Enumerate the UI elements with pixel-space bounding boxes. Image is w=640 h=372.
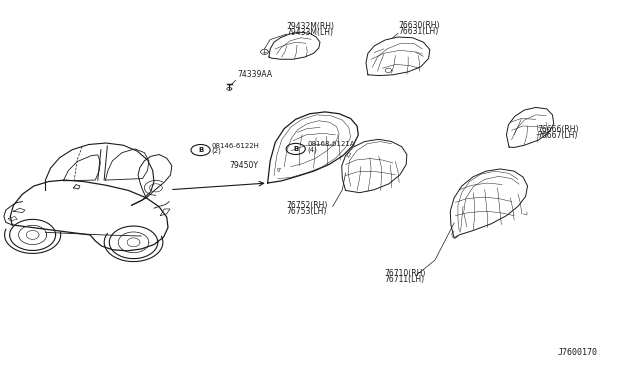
Text: 76753(LH): 76753(LH) <box>287 208 327 217</box>
Text: 76710(RH): 76710(RH) <box>384 269 425 278</box>
Text: 08146-6122H: 08146-6122H <box>211 142 259 148</box>
Text: J7600170: J7600170 <box>557 348 598 357</box>
Text: (4): (4) <box>307 147 317 153</box>
Text: B: B <box>293 146 298 152</box>
Text: 76630(RH): 76630(RH) <box>398 21 440 31</box>
Text: 08168-6121A: 08168-6121A <box>307 141 355 147</box>
Text: (2): (2) <box>211 148 221 154</box>
Text: 76752(RH): 76752(RH) <box>287 202 328 211</box>
Text: B: B <box>198 147 204 153</box>
Text: 79432M(RH): 79432M(RH) <box>287 22 335 31</box>
Text: 79433M(LH): 79433M(LH) <box>287 28 334 37</box>
Text: 76631(LH): 76631(LH) <box>398 27 438 36</box>
Text: 76666(RH): 76666(RH) <box>537 125 579 134</box>
Text: 74339AA: 74339AA <box>237 70 272 79</box>
Text: 76667(LH): 76667(LH) <box>537 131 577 140</box>
Text: 79450Y: 79450Y <box>229 161 259 170</box>
Text: 76711(LH): 76711(LH) <box>384 275 424 284</box>
